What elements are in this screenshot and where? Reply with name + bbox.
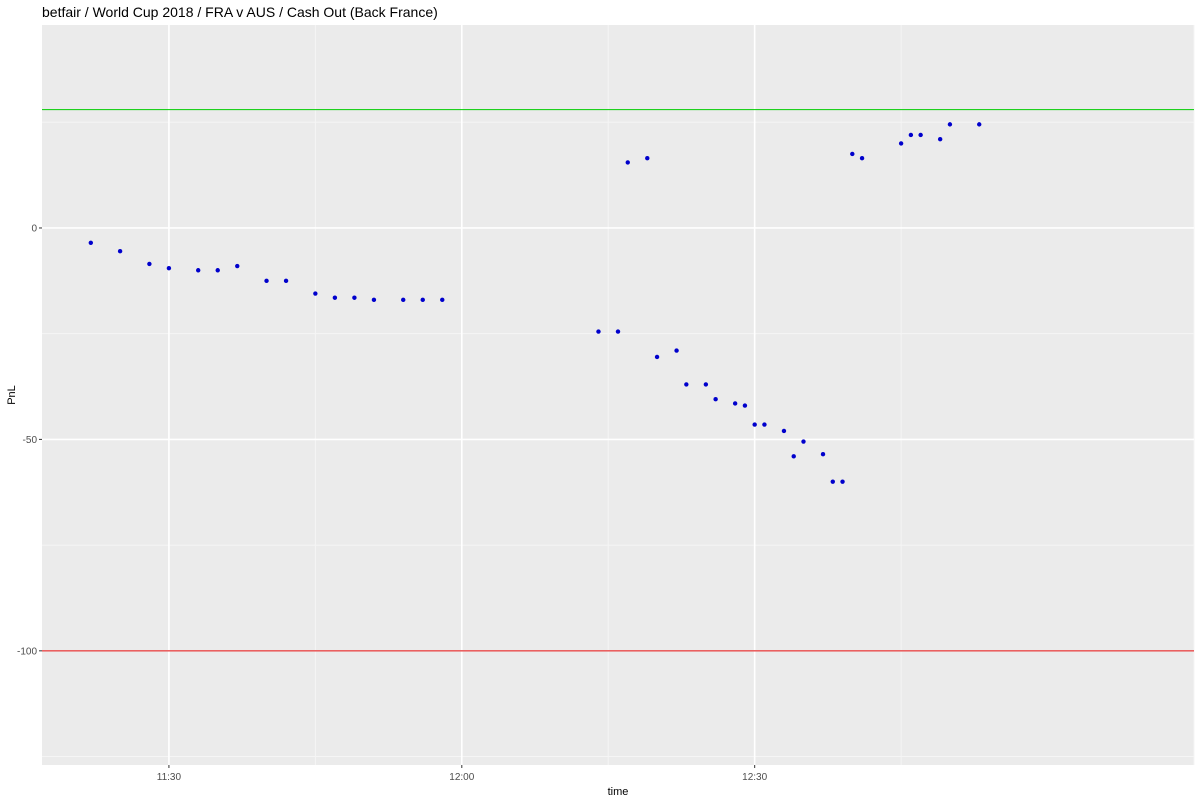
- data-point: [801, 439, 806, 444]
- x-tick-label: 11:30: [157, 772, 182, 783]
- data-point: [977, 122, 982, 127]
- data-point: [713, 397, 718, 402]
- data-point: [596, 329, 601, 334]
- minor-grid: [42, 25, 1195, 765]
- data-point: [371, 297, 377, 303]
- data-point: [850, 151, 855, 157]
- data-point: [781, 428, 787, 434]
- data-point: [264, 278, 269, 284]
- data-point: [908, 132, 914, 138]
- data-point: [196, 268, 201, 273]
- data-point: [830, 479, 835, 484]
- y-tick-label: 0: [31, 223, 37, 234]
- y-tick-label: -100: [17, 646, 37, 657]
- data-point: [937, 136, 943, 142]
- data-point: [732, 401, 738, 406]
- data-point: [401, 297, 406, 303]
- y-axis-title: PnL: [6, 385, 18, 405]
- data-point: [147, 261, 152, 267]
- data-point: [703, 382, 709, 387]
- data-point: [674, 348, 679, 353]
- data-point: [898, 141, 904, 146]
- data-point: [947, 122, 953, 127]
- data-point: [313, 291, 318, 296]
- axis-ticks: [39, 227, 756, 768]
- x-tick-labels: 11:30 12:00 12:30: [157, 772, 768, 783]
- data-point: [859, 156, 865, 161]
- y-tick-labels: -100 -50 0: [17, 223, 37, 657]
- data-point: [235, 263, 240, 269]
- data-point: [332, 295, 338, 300]
- data-point: [420, 297, 425, 303]
- data-point: [791, 454, 796, 459]
- data-point: [117, 249, 123, 254]
- data-point: [166, 265, 172, 271]
- chart-title: betfair / World Cup 2018 / FRA v AUS / C…: [42, 4, 438, 20]
- x-tick-label: 12:00: [449, 772, 474, 783]
- reference-lines: [42, 109, 1194, 652]
- data-point: [352, 295, 357, 300]
- data-point: [440, 297, 445, 303]
- data-point: [625, 160, 630, 165]
- data-point: [742, 403, 748, 408]
- x-tick-label: 12:30: [742, 772, 767, 783]
- data-point: [918, 132, 923, 138]
- plot-panel: [42, 25, 1194, 765]
- data-point: [752, 422, 757, 427]
- y-tick-label: -50: [23, 435, 38, 446]
- data-point: [88, 240, 94, 245]
- data-point: [820, 452, 826, 457]
- data-point: [615, 329, 621, 334]
- data-point: [215, 268, 220, 273]
- data-point: [840, 479, 845, 484]
- data-point: [684, 382, 689, 387]
- data-point: [762, 422, 767, 427]
- x-axis-title: time: [608, 786, 629, 798]
- data-points: [88, 122, 982, 484]
- data-point: [654, 354, 660, 360]
- data-point: [283, 278, 289, 284]
- data-point: [645, 156, 650, 161]
